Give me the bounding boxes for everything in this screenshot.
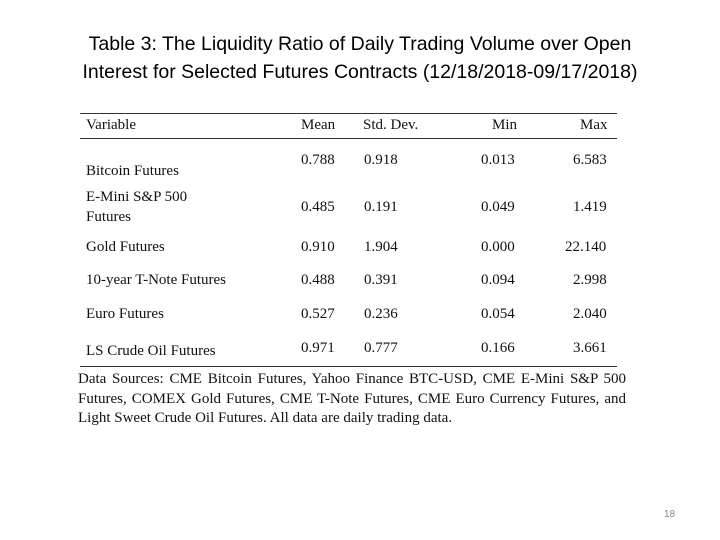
table-header-rule <box>80 138 617 139</box>
row-std-dev: 0.236 <box>364 306 398 322</box>
row-std-dev: 0.777 <box>364 340 398 356</box>
row-variable: Euro Futures <box>86 306 164 322</box>
slide-title: Table 3: The Liquidity Ratio of Daily Tr… <box>30 30 690 86</box>
row-min: 0.094 <box>481 272 515 288</box>
row-max: 2.998 <box>573 272 607 288</box>
row-min: 0.054 <box>481 306 515 322</box>
page-number: 18 <box>664 509 676 520</box>
row-max: 22.140 <box>565 239 607 255</box>
row-std-dev: 0.918 <box>364 152 398 168</box>
header-min: Min <box>492 117 518 133</box>
row-mean: 0.488 <box>301 272 335 288</box>
row-mean: 0.910 <box>301 239 335 255</box>
row-min: 0.166 <box>481 340 515 356</box>
data-sources-note: Data Sources: CME Bitcoin Futures, Yahoo… <box>78 371 626 426</box>
header-mean: Mean <box>301 117 336 133</box>
table-bottom-rule <box>80 366 617 367</box>
row-min: 0.000 <box>481 239 515 255</box>
row-variable-line-1: E-Mini S&P 500 <box>86 189 188 205</box>
title-line-1: Table 3: The Liquidity Ratio of Daily Tr… <box>88 33 632 55</box>
row-std-dev: 0.391 <box>364 272 398 288</box>
row-variable: LS Crude Oil Futures <box>86 343 216 359</box>
row-min: 0.013 <box>481 152 515 168</box>
row-variable: 10-year T-Note Futures <box>86 272 226 288</box>
row-max: 1.419 <box>573 199 607 215</box>
header-std-dev: Std. Dev. <box>363 117 419 133</box>
header-variable: Variable <box>86 117 136 133</box>
table-top-rule <box>80 113 617 114</box>
row-mean: 0.788 <box>301 152 335 168</box>
row-max: 2.040 <box>573 306 607 322</box>
row-variable: Bitcoin Futures <box>86 163 179 179</box>
row-variable: Gold Futures <box>86 239 165 255</box>
row-max: 6.583 <box>573 152 607 168</box>
row-std-dev: 0.191 <box>364 199 398 215</box>
row-min: 0.049 <box>481 199 515 215</box>
row-mean: 0.527 <box>301 306 335 322</box>
title-line-2: Interest for Selected Futures Contracts … <box>82 61 638 83</box>
row-std-dev: 1.904 <box>364 239 398 255</box>
header-max: Max <box>580 117 608 133</box>
row-max: 3.661 <box>573 340 607 356</box>
row-mean: 0.971 <box>301 340 335 356</box>
row-variable-line-2: Futures <box>86 209 131 225</box>
row-mean: 0.485 <box>301 199 335 215</box>
